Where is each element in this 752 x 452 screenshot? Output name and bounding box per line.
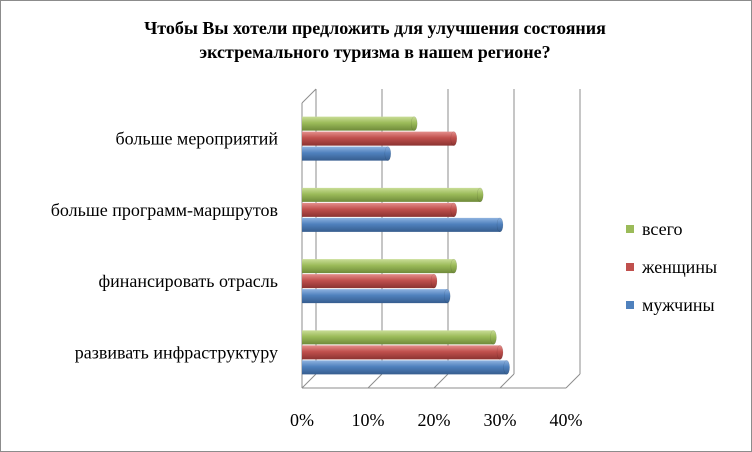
x-tick-label: 30% (484, 410, 517, 430)
x-tick-label: 40% (550, 410, 583, 430)
label-layer: 0% 10% 20% 30% 40% больше мероприятий больше п… (51, 129, 583, 430)
legend-label-vsego: всего (642, 218, 683, 239)
x-tick-label: 20% (418, 410, 451, 430)
bar (302, 146, 388, 161)
legend-label-zhenshchiny: женщины (642, 256, 718, 277)
bar (302, 360, 507, 375)
chart-title-line-2: экстремального туризма в нашем регионе? (199, 42, 551, 62)
floor-gridline (499, 373, 515, 389)
bar-end-cap (503, 360, 510, 375)
side-wall-top (301, 88, 317, 104)
bar (302, 116, 415, 131)
legend-swatch-muzhchiny (626, 301, 634, 309)
floor-gridline (301, 373, 317, 389)
bar-end-cap (443, 288, 451, 304)
bar (302, 345, 500, 360)
bar-end-cap (490, 330, 497, 345)
bar (302, 330, 494, 345)
floor-gridline (433, 373, 449, 389)
bar (302, 274, 434, 289)
bar (302, 217, 500, 232)
bar-end-cap (496, 217, 504, 233)
bar-end-cap (430, 273, 438, 289)
category-label: финансировать отрасль (98, 271, 278, 291)
bar (302, 187, 481, 202)
legend-label-muzhchiny: мужчины (642, 294, 715, 315)
legend-item-zhenshchiny: женщины (626, 248, 717, 286)
legend: всего женщины мужчины (626, 210, 717, 324)
chart-title: Чтобы Вы хотели предложить для улучшения… (40, 16, 710, 64)
x-tick-label: 10% (352, 410, 385, 430)
category-label: развивать инфраструктуру (75, 342, 278, 362)
floor-gridline (565, 373, 581, 389)
legend-swatch-vsego (626, 225, 634, 233)
bar (302, 289, 448, 304)
bar-end-cap (496, 345, 504, 360)
bar-end-cap (410, 116, 418, 131)
floor-gridline (367, 373, 383, 389)
bar (302, 202, 454, 217)
legend-swatch-zhenshchiny (626, 263, 634, 271)
category-label: больше программ-маршрутов (51, 200, 278, 220)
legend-item-muzhchiny: мужчины (626, 286, 717, 324)
bar-end-cap (476, 187, 484, 203)
bar-layer (302, 116, 510, 375)
legend-item-vsego: всего (626, 210, 717, 248)
bar-end-cap (450, 131, 458, 146)
bar (302, 131, 454, 146)
x-tick-label: 0% (290, 410, 314, 430)
category-label: больше мероприятий (115, 129, 278, 149)
bar-end-cap (450, 202, 458, 218)
bar-end-cap (450, 258, 458, 274)
bar-end-cap (384, 146, 392, 161)
chart-title-line-1: Чтобы Вы хотели предложить для улучшения… (144, 18, 606, 38)
bar (302, 259, 454, 274)
